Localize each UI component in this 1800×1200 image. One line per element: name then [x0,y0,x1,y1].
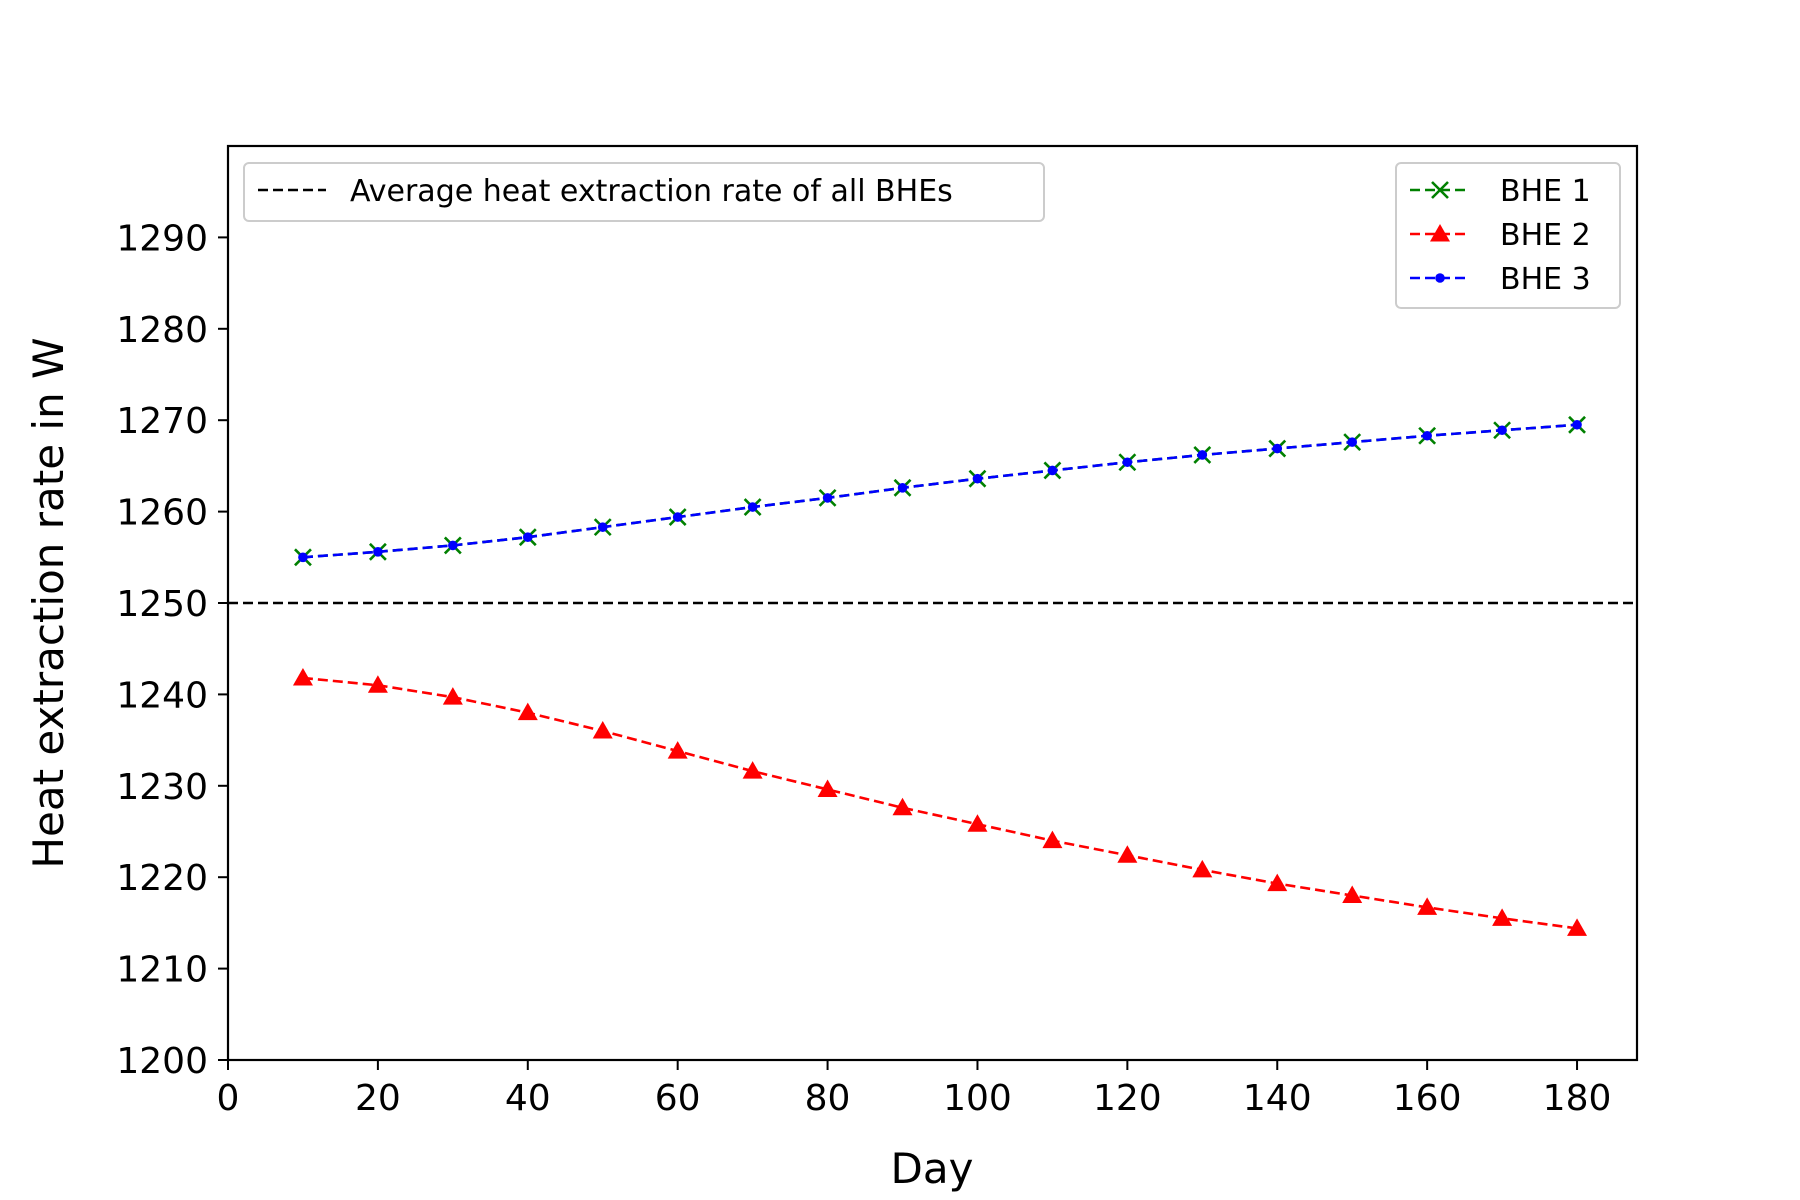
legend-swatches [1410,181,1470,283]
data-point-bhe-3 [897,483,908,493]
x-axis-ticks: 0 20 40 60 80 100 120 140 160 180 [217,1060,1612,1119]
data-point-bhe-2 [892,797,913,816]
series-line-bhe-3 [302,423,1578,559]
legend-series: BHE 1 BHE 2 BHE 3 [1395,162,1621,309]
data-point-bhe-3 [1197,450,1208,460]
series-line-bhe-2 [302,676,1578,930]
y-tick-label: 1200 [116,1041,208,1082]
plot-markers [292,415,1588,936]
data-point-bhe-2 [742,761,763,779]
data-point-bhe-3 [597,522,608,532]
data-point-bhe-2 [967,814,988,832]
legend-swatch-marker-bhe-2 [1430,224,1450,242]
data-point-bhe-2 [817,779,838,797]
legend-swatch-marker-bhe-3 [1435,273,1445,283]
y-axis-title: Heat extraction rate in W [24,337,73,868]
data-point-bhe-2 [292,667,313,686]
legend-swatch-marker-bhe-1 [1431,181,1449,199]
data-point-bhe-3 [448,540,458,551]
data-point-bhe-3 [672,512,683,522]
y-tick-label: 1210 [116,950,208,991]
data-point-bhe-3 [522,532,533,542]
data-point-bhe-3 [1572,419,1582,430]
plot-lines [228,423,1637,930]
data-point-bhe-3 [1347,437,1358,447]
data-point-bhe-2 [1417,897,1438,915]
legend-label-bhe-2: BHE 2 [1500,218,1591,253]
y-tick-label: 1290 [116,218,208,259]
legend-label-bhe-1: BHE 1 [1500,174,1591,209]
data-point-bhe-2 [1567,918,1588,936]
legend-reference-label: Average heat extraction rate of all BHEs [350,174,953,209]
x-tick-label: 140 [1243,1078,1312,1119]
legend-label-bhe-3: BHE 3 [1500,262,1591,297]
data-point-bhe-3 [822,493,833,503]
data-point-bhe-2 [1117,845,1138,863]
x-tick-label: 180 [1543,1078,1612,1119]
data-point-bhe-2 [517,702,538,721]
data-point-bhe-2 [592,720,613,739]
data-point-bhe-3 [1122,457,1133,468]
data-point-bhe-3 [1272,443,1283,454]
legend-reference-box [243,162,1045,222]
y-axis-ticks: 1200 1210 1220 1230 1240 1250 1260 1270 1280 1290 [116,218,228,1082]
x-tick-label: 0 [217,1078,240,1119]
data-point-bhe-2 [1267,873,1288,892]
x-axis-title: Day [891,1144,974,1193]
y-tick-label: 1230 [116,767,208,808]
data-point-bhe-2 [442,687,463,705]
data-point-bhe-3 [747,502,758,512]
data-point-bhe-2 [1342,885,1363,903]
data-point-bhe-3 [1422,430,1432,441]
data-point-bhe-2 [1192,859,1213,878]
data-point-bhe-3 [1497,425,1507,436]
data-point-bhe-3 [1047,465,1058,476]
data-point-bhe-3 [373,547,383,557]
x-tick-label: 40 [505,1078,551,1119]
x-tick-label: 20 [355,1078,401,1119]
x-tick-label: 80 [805,1078,851,1119]
x-tick-label: 60 [655,1078,701,1119]
legend-series-box [1395,162,1621,309]
data-point-bhe-3 [298,552,308,563]
data-point-bhe-2 [1492,908,1513,926]
legend-reference: Average heat extraction rate of all BHEs [243,162,1045,222]
data-point-bhe-2 [667,741,688,759]
y-tick-label: 1260 [116,493,208,534]
data-point-bhe-3 [972,473,983,484]
x-tick-label: 160 [1393,1078,1462,1119]
y-tick-label: 1250 [116,584,208,625]
y-tick-label: 1220 [116,858,208,899]
data-point-bhe-2 [1042,830,1063,849]
x-tick-label: 100 [943,1078,1012,1119]
y-tick-label: 1280 [116,310,208,351]
y-tick-label: 1270 [116,401,208,442]
x-tick-label: 120 [1093,1078,1162,1119]
data-point-bhe-2 [367,675,388,693]
y-tick-label: 1240 [116,675,208,716]
